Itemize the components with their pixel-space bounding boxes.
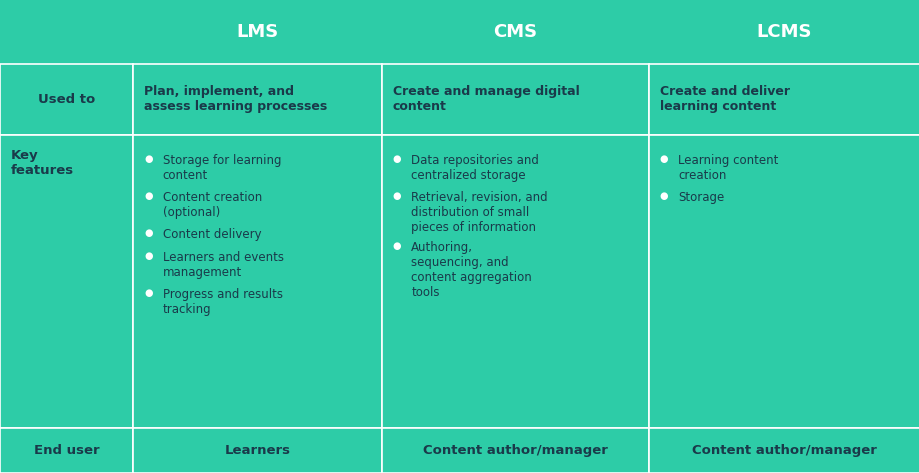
- Text: ●: ●: [659, 154, 667, 164]
- Text: ●: ●: [144, 154, 153, 164]
- Text: CMS: CMS: [493, 23, 537, 41]
- Circle shape: [678, 401, 700, 412]
- Text: Learning content
creation: Learning content creation: [677, 154, 777, 182]
- Ellipse shape: [671, 407, 855, 464]
- Text: Create and manage digital
content: Create and manage digital content: [392, 85, 579, 114]
- Text: Content author/manager: Content author/manager: [691, 444, 876, 457]
- Bar: [648, 135, 919, 428]
- Text: Used to: Used to: [38, 93, 96, 106]
- Text: Storage: Storage: [677, 191, 723, 203]
- Text: Learners and events
management: Learners and events management: [163, 251, 284, 279]
- Circle shape: [568, 335, 590, 346]
- Text: Progress and results
tracking: Progress and results tracking: [163, 288, 282, 316]
- Text: LCMS: LCMS: [755, 23, 811, 41]
- Circle shape: [834, 302, 857, 313]
- Text: ●: ●: [392, 191, 401, 201]
- Text: Storage for learning
content: Storage for learning content: [163, 154, 281, 182]
- Circle shape: [798, 363, 820, 375]
- Circle shape: [706, 302, 728, 313]
- Circle shape: [660, 335, 682, 346]
- Text: Content author/manager: Content author/manager: [423, 444, 607, 457]
- Bar: [133, 135, 381, 428]
- Text: Key
features: Key features: [11, 149, 74, 177]
- Text: Data repositories and
centralized storage: Data repositories and centralized storag…: [411, 154, 539, 182]
- Text: Create and deliver
learning content: Create and deliver learning content: [659, 85, 789, 114]
- Bar: [381, 135, 648, 428]
- Text: ●: ●: [392, 154, 401, 164]
- Circle shape: [706, 363, 728, 375]
- Bar: [648, 64, 919, 135]
- Text: ●: ●: [144, 288, 153, 298]
- Text: ●: ●: [144, 251, 153, 261]
- Bar: [133, 64, 381, 135]
- Circle shape: [689, 331, 836, 407]
- Text: Learners: Learners: [224, 444, 290, 457]
- Circle shape: [660, 269, 682, 280]
- Text: Retrieval, revision, and
distribution of small
pieces of information: Retrieval, revision, and distribution of…: [411, 191, 548, 234]
- Ellipse shape: [469, 412, 671, 473]
- Text: ●: ●: [144, 191, 153, 201]
- Text: ●: ●: [144, 228, 153, 237]
- Text: ●: ●: [659, 191, 667, 201]
- Bar: [0, 64, 133, 135]
- Bar: [381, 64, 648, 135]
- Circle shape: [614, 302, 636, 313]
- Text: Content creation
(optional): Content creation (optional): [163, 191, 262, 219]
- Circle shape: [770, 401, 792, 412]
- Text: Plan, implement, and
assess learning processes: Plan, implement, and assess learning pro…: [144, 85, 327, 114]
- Circle shape: [844, 396, 866, 408]
- Bar: [381, 428, 648, 473]
- Circle shape: [586, 401, 608, 412]
- Text: LMS: LMS: [236, 23, 278, 41]
- Circle shape: [862, 335, 884, 346]
- Bar: [648, 428, 919, 473]
- Text: End user: End user: [34, 444, 99, 457]
- Bar: [0, 135, 133, 428]
- Circle shape: [487, 345, 652, 430]
- Text: Authoring,
sequencing, and
content aggregation
tools: Authoring, sequencing, and content aggre…: [411, 241, 531, 299]
- Text: Content delivery: Content delivery: [163, 228, 261, 240]
- Text: ●: ●: [392, 241, 401, 251]
- Bar: [133, 428, 381, 473]
- Bar: [0, 428, 133, 473]
- Circle shape: [752, 335, 774, 346]
